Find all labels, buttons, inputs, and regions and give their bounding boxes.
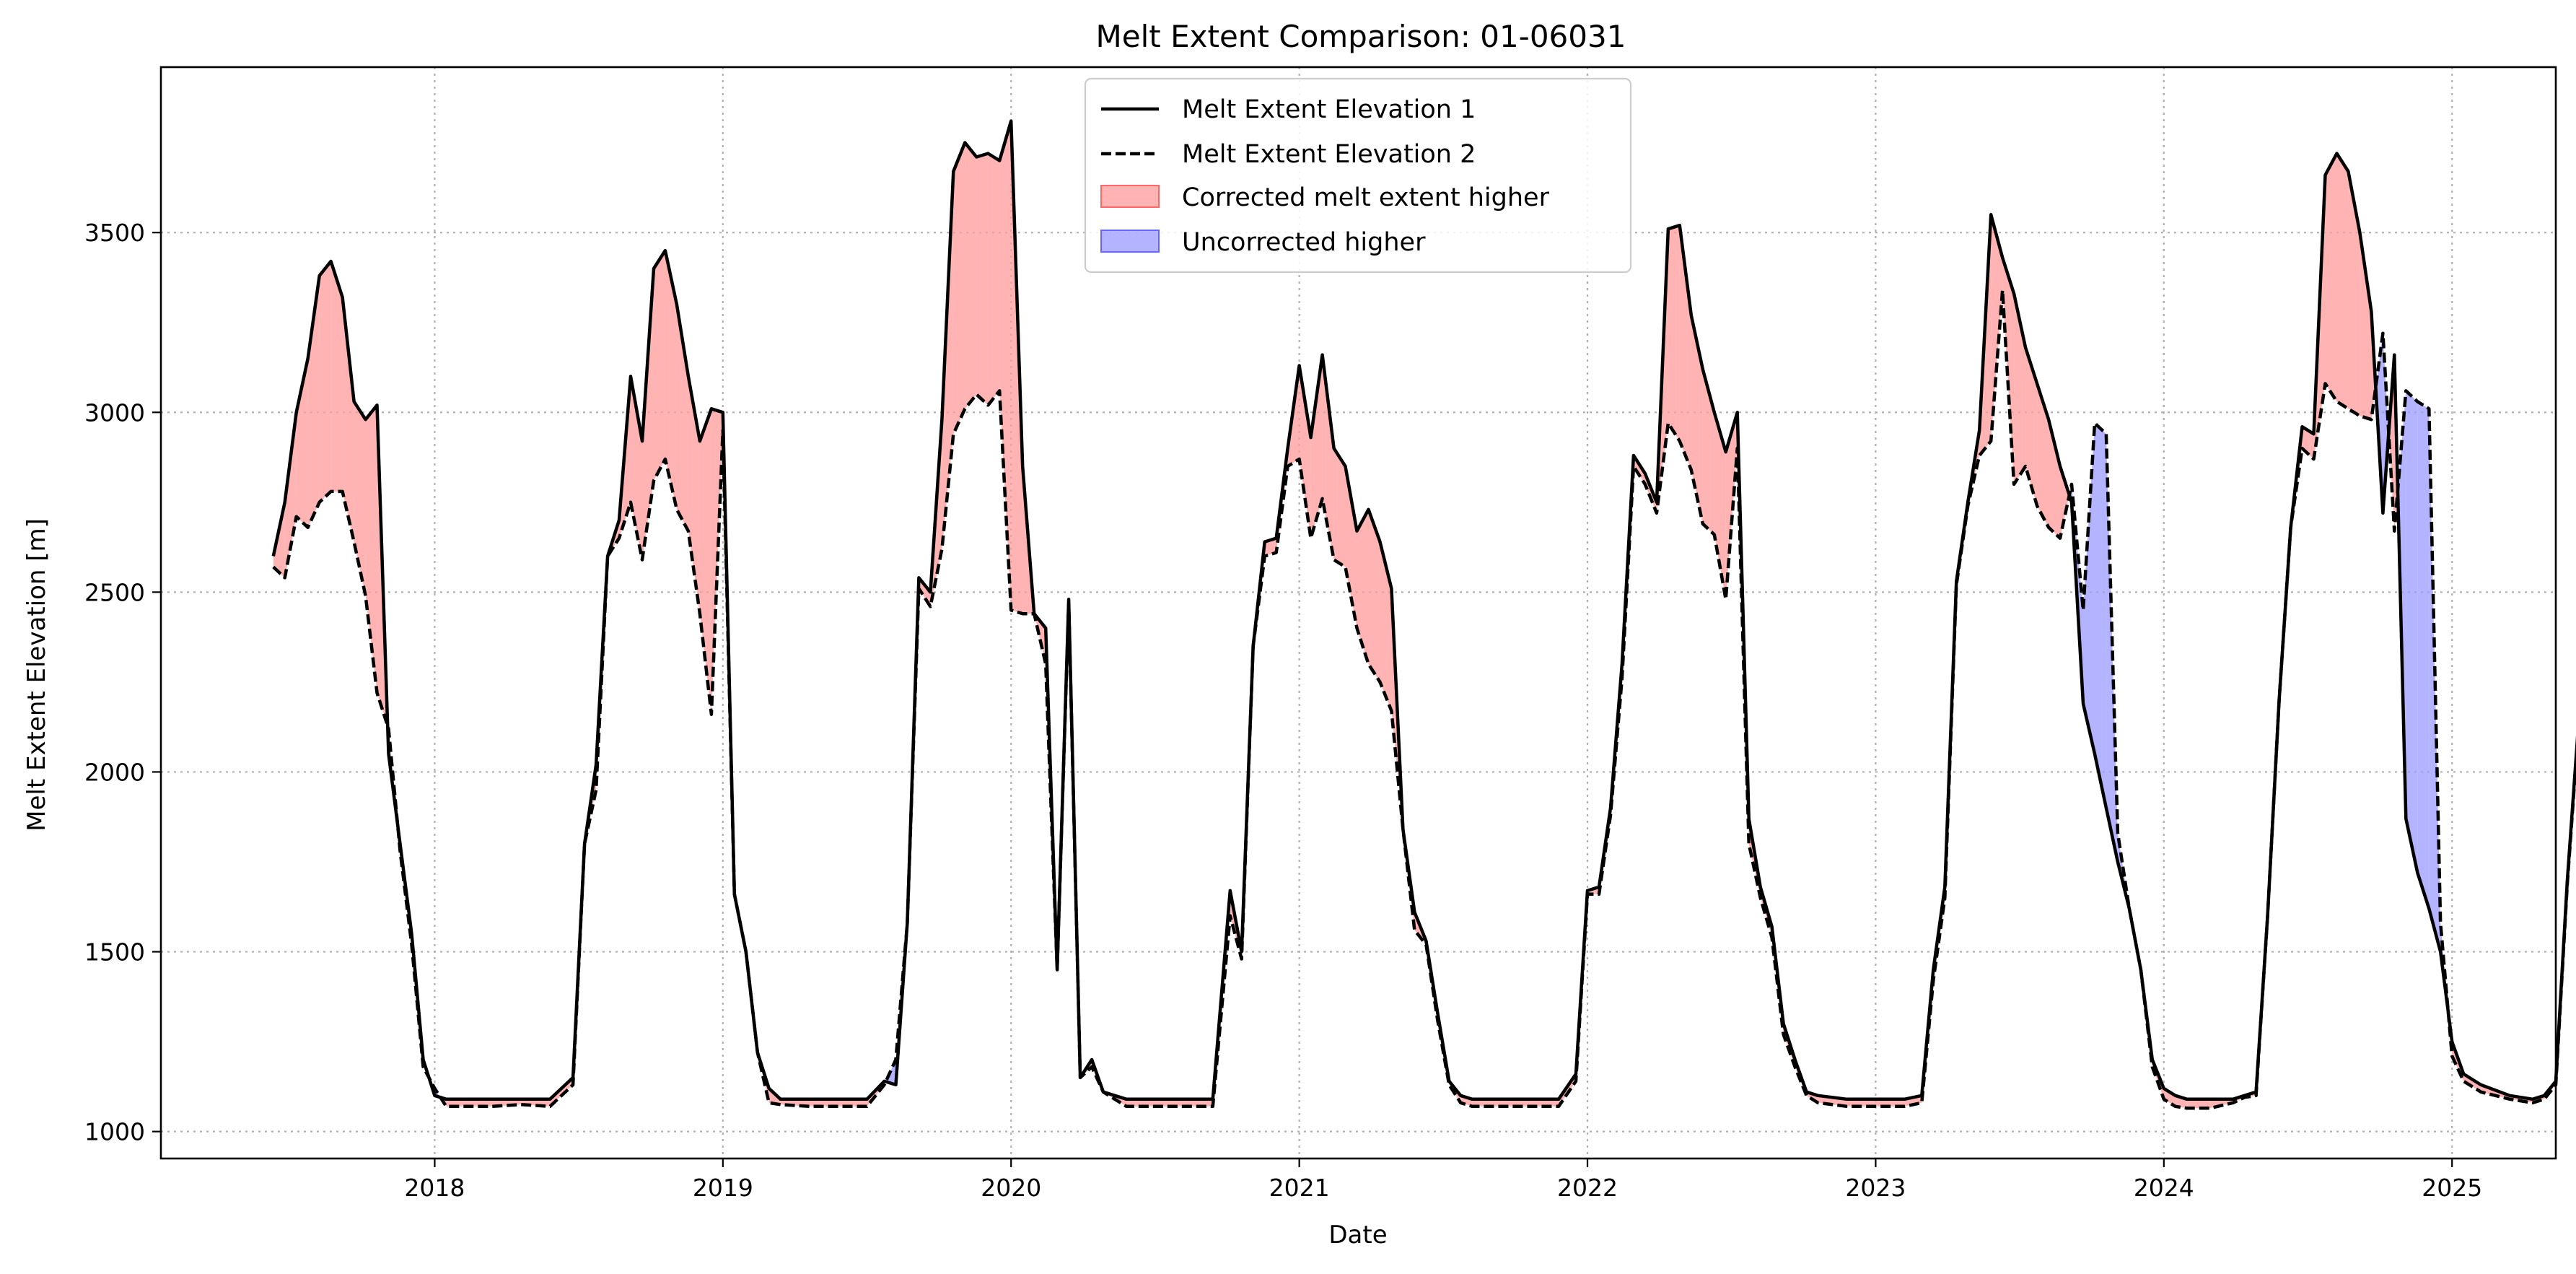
fill-corrected-higher bbox=[1679, 225, 1691, 470]
fill-corrected-higher bbox=[631, 376, 642, 560]
fill-corrected-higher bbox=[809, 1099, 838, 1107]
fill-corrected-higher bbox=[319, 261, 331, 502]
fill-corrected-higher bbox=[1846, 1099, 1876, 1107]
fill-corrected-higher bbox=[1155, 1099, 1184, 1107]
chart-title: Melt Extent Comparison: 01-06031 bbox=[1096, 19, 1626, 54]
fill-corrected-higher bbox=[354, 401, 366, 596]
fill-corrected-higher bbox=[2360, 232, 2372, 420]
y-axis-ticks: 1000 1500 2000 2500 3000 3500 bbox=[84, 219, 161, 1146]
fill-uncorrected-higher bbox=[2383, 333, 2389, 513]
legend-label-fill-higher: Corrected melt extent higher bbox=[1182, 183, 1550, 212]
fill-corrected-higher bbox=[1299, 365, 1311, 538]
legend-swatch-fill-lower bbox=[1100, 230, 1160, 253]
y-tick-label: 2000 bbox=[84, 758, 145, 786]
fill-corrected-higher bbox=[2186, 1099, 2210, 1109]
legend-label-line1: Melt Extent Elevation 1 bbox=[1182, 95, 1476, 124]
fill-corrected-higher bbox=[330, 261, 343, 492]
fill-uncorrected-higher bbox=[2094, 423, 2106, 808]
fill-corrected-higher bbox=[1126, 1099, 1155, 1107]
series-line-elevation-1 bbox=[271, 119, 2576, 1101]
fill-corrected-higher bbox=[2163, 1088, 2176, 1107]
fill-corrected-higher bbox=[838, 1099, 867, 1107]
fill-corrected-higher bbox=[1501, 1099, 1530, 1107]
fill-corrected-higher bbox=[688, 376, 700, 614]
x-tick-label: 2021 bbox=[1269, 1174, 1330, 1202]
fill-corrected-higher bbox=[965, 142, 977, 409]
fill-corrected-higher bbox=[1380, 541, 1392, 711]
fill-corrected-higher bbox=[1310, 354, 1323, 538]
x-tick-label: 2025 bbox=[2422, 1174, 2482, 1202]
fill-corrected-higher bbox=[1264, 538, 1276, 557]
legend-swatch-fill-higher bbox=[1100, 185, 1160, 208]
x-tick-label: 2024 bbox=[2134, 1174, 2194, 1202]
fill-uncorrected-higher bbox=[2082, 423, 2095, 754]
y-tick-label: 2500 bbox=[84, 578, 145, 606]
legend-label-fill-lower: Uncorrected higher bbox=[1182, 228, 1426, 257]
x-axis-ticks: 2018 2019 2020 2021 2022 2023 2024 2025 bbox=[404, 1159, 2482, 1202]
fill-corrected-higher bbox=[2025, 347, 2038, 506]
fill-corrected-higher bbox=[463, 1099, 493, 1107]
plot-frame bbox=[159, 66, 2557, 1160]
x-tick-label: 2018 bbox=[404, 1174, 465, 1202]
fill-corrected-higher bbox=[1322, 354, 1334, 560]
fill-corrected-higher bbox=[365, 405, 377, 693]
fill-corrected-higher bbox=[1368, 509, 1380, 682]
fill-corrected-higher bbox=[446, 1099, 464, 1107]
fill-corrected-higher bbox=[284, 412, 297, 578]
x-tick-label: 2019 bbox=[693, 1174, 753, 1202]
fill-corrected-higher bbox=[665, 250, 677, 510]
fill-corrected-higher bbox=[342, 297, 354, 542]
x-tick-label: 2023 bbox=[1845, 1174, 1906, 1202]
legend-label-line2: Melt Extent Elevation 2 bbox=[1182, 140, 1476, 169]
x-tick-label: 2020 bbox=[981, 1174, 1041, 1202]
fill-corrected-higher bbox=[2348, 171, 2360, 416]
fill-corrected-higher bbox=[1345, 466, 1357, 629]
fill-corrected-higher bbox=[999, 121, 1012, 611]
legend-box bbox=[1084, 77, 1632, 274]
fill-corrected-higher bbox=[1691, 315, 1703, 524]
fill-corrected-higher bbox=[1183, 1099, 1213, 1107]
fill-corrected-higher bbox=[1472, 1099, 1502, 1107]
fill-corrected-higher bbox=[1702, 369, 1714, 535]
y-tick-label: 1500 bbox=[84, 938, 145, 967]
fill-corrected-higher bbox=[1875, 1099, 1905, 1107]
fill-corrected-higher bbox=[2302, 427, 2314, 460]
chart-legend: Melt Extent Elevation 1 Melt Extent Elev… bbox=[1084, 77, 1632, 274]
fill-corrected-higher bbox=[976, 153, 989, 406]
fill-corrected-higher bbox=[653, 250, 665, 481]
y-axis-label: Melt Extent Elevation [m] bbox=[22, 518, 51, 832]
y-tick-label: 3000 bbox=[84, 398, 145, 427]
series-lines bbox=[271, 119, 2576, 1110]
fill-uncorrected-higher bbox=[2417, 401, 2430, 909]
y-tick-label: 1000 bbox=[84, 1118, 145, 1146]
fill-corrected-higher bbox=[1333, 448, 1346, 567]
fill-corrected-higher bbox=[641, 268, 654, 560]
fill-corrected-higher bbox=[1714, 412, 1726, 600]
fill-corrected-higher bbox=[2037, 383, 2049, 528]
series-line-elevation-2 bbox=[272, 288, 2576, 1110]
y-tick-label: 3500 bbox=[84, 219, 145, 247]
fill-corrected-higher bbox=[953, 142, 965, 435]
x-axis-label: Date bbox=[1328, 1221, 1387, 1249]
fill-corrected-higher bbox=[1530, 1099, 1559, 1107]
fill-corrected-higher bbox=[2336, 153, 2349, 409]
x-tick-label: 2022 bbox=[1557, 1174, 1618, 1202]
fill-corrected-higher bbox=[1357, 509, 1369, 664]
fill-corrected-higher bbox=[2049, 419, 2061, 538]
fill-corrected-higher bbox=[988, 153, 1000, 406]
fill-corrected-higher bbox=[2325, 153, 2337, 402]
fill-corrected-higher bbox=[1668, 225, 1680, 442]
fill-uncorrected-higher bbox=[2406, 391, 2418, 873]
